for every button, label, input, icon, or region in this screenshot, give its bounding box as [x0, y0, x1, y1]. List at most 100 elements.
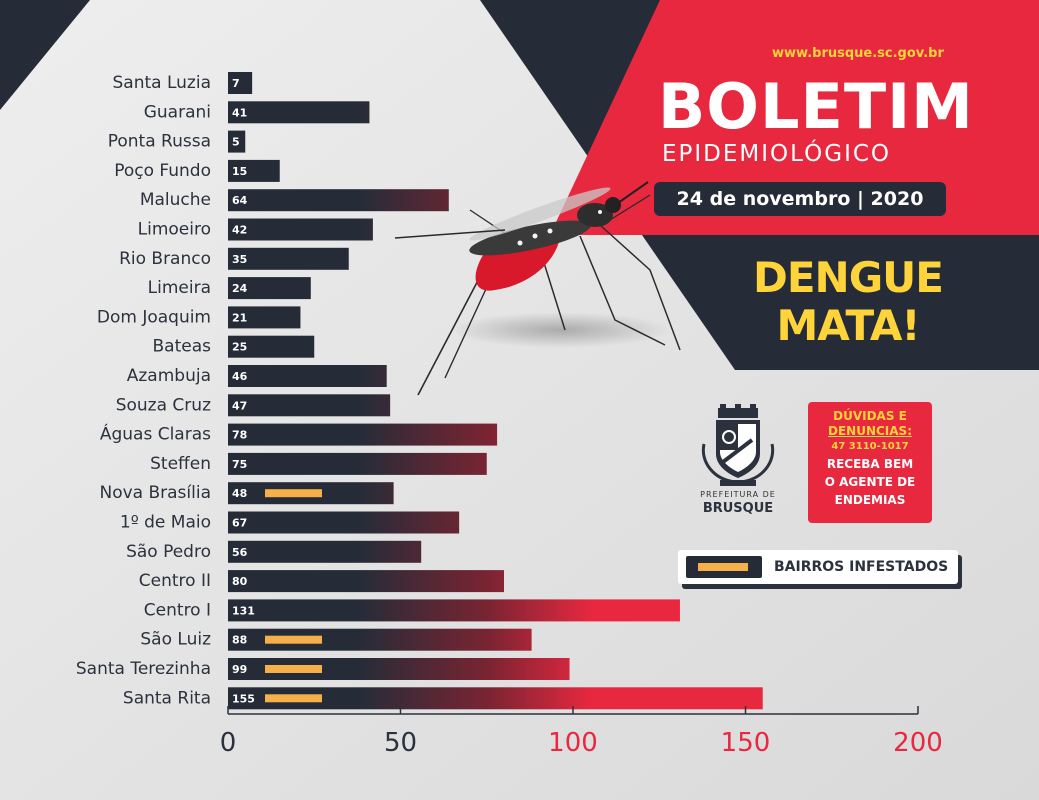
category-label-guarani: Guarani: [144, 102, 211, 122]
value-label-santa-terezinha: 99: [232, 663, 247, 676]
contact-phone[interactable]: 47 3110-1017: [831, 441, 909, 452]
x-tick-label-50: 50: [384, 728, 417, 758]
value-label-dom-joaquim: 21: [232, 311, 247, 324]
category-label-steffen: Steffen: [150, 454, 211, 474]
value-label-limoeiro: 42: [232, 224, 247, 237]
category-label-santa-terezinha: Santa Terezinha: [76, 659, 211, 679]
value-label-sao-pedro: 56: [232, 546, 248, 559]
bar-1-de-maio: [228, 511, 460, 534]
bar-sao-luiz: [228, 628, 532, 651]
infested-marker-sao-luiz: [265, 635, 322, 644]
value-label-centro-i: 131: [232, 604, 255, 617]
bar-dom-joaquim: [228, 306, 301, 329]
bar-maluche: [228, 189, 449, 212]
bulletin-subtitle: EPIDEMIOLÓGICO: [662, 141, 892, 167]
value-label-rio-branco: 35: [232, 253, 247, 266]
contact-box: DÚVIDAS E DENUNCIAS: 47 3110-1017 RECEBA…: [808, 402, 932, 523]
date-badge: 24 de novembro | 2020: [654, 182, 946, 216]
category-label-santa-luzia: Santa Luzia: [113, 73, 211, 93]
category-label-rio-branco: Rio Branco: [119, 249, 211, 269]
corner-triangle-left: [0, 0, 90, 110]
category-label-1-de-maio: 1º de Maio: [120, 513, 211, 533]
contact-line-1: DÚVIDAS E: [833, 409, 907, 423]
bar-centro-i: [228, 599, 680, 622]
value-label-bateas: 25: [232, 341, 247, 354]
bar-azambuja: [228, 365, 387, 387]
value-label-ponta-russa: 5: [232, 136, 240, 149]
category-label-souza-cruz: Souza Cruz: [116, 395, 211, 415]
category-label-bateas: Bateas: [153, 337, 212, 357]
category-label-limeira: Limeira: [148, 278, 211, 298]
bar-santa-terezinha: [228, 658, 570, 680]
bar-chart: Santa Luzia 7 Guarani 41 Ponta Russa 5 Poço Fu…: [76, 72, 943, 758]
bar-santa-luzia: [228, 72, 253, 94]
value-label-centro-ii: 80: [232, 575, 248, 588]
legend-bar-swatch: [686, 556, 762, 578]
bar-limeira: [228, 277, 311, 300]
value-label-azambuja: 46: [232, 370, 248, 383]
contact-line-5: O AGENTE DE: [824, 475, 916, 489]
value-label-1-de-maio: 67: [232, 517, 247, 530]
bar-steffen: [228, 452, 487, 475]
bar-rio-branco: [228, 247, 349, 270]
value-label-steffen: 75: [232, 458, 247, 471]
x-tick-label-200: 200: [893, 728, 943, 758]
category-label-azambuja: Azambuja: [127, 366, 211, 386]
category-label-centro-i: Centro I: [144, 600, 211, 620]
legend-infested-marker: [698, 563, 748, 571]
chart-legend: BAIRROS INFESTADOS: [678, 550, 958, 584]
slogan-line-1: DENGUE: [753, 253, 944, 302]
value-label-guarani: 41: [232, 106, 247, 119]
category-label-nova-brasilia: Nova Brasília: [99, 483, 211, 503]
infested-marker-santa-rita: [265, 694, 322, 703]
logo-text-line-2: BRUSQUE: [702, 501, 774, 516]
contact-line-2: DENUNCIAS:: [828, 424, 912, 438]
category-label-dom-joaquim: Dom Joaquim: [97, 307, 211, 327]
value-label-nova-brasilia: 48: [232, 487, 247, 500]
website-url[interactable]: www.brusque.sc.gov.br: [772, 46, 944, 61]
contact-line-4: RECEBA BEM: [826, 457, 914, 471]
bar-guarani: [228, 101, 370, 124]
bar-aguas-claras: [228, 423, 498, 446]
bar-ponta-russa: [228, 130, 246, 153]
category-label-poco-fundo: Poço Fundo: [114, 161, 211, 181]
header-red-panel: [550, 0, 1039, 235]
category-label-maluche: Maluche: [140, 190, 211, 210]
value-label-maluche: 64: [232, 194, 248, 207]
city-logo: PREFEITURA DE BRUSQUE: [690, 404, 786, 520]
infested-marker-santa-terezinha: [265, 665, 322, 673]
bar-sao-pedro: [228, 540, 422, 563]
bar-souza-cruz: [228, 394, 391, 417]
category-label-aguas-claras: Águas Claras: [100, 423, 211, 445]
infested-marker-nova-brasilia: [265, 489, 322, 498]
x-tick-label-0: 0: [220, 728, 237, 758]
category-label-sao-luiz: São Luiz: [140, 630, 211, 650]
category-label-limoeiro: Limoeiro: [138, 220, 211, 240]
category-label-sao-pedro: São Pedro: [126, 542, 211, 562]
city-coat-of-arms-icon: [701, 404, 775, 486]
slogan: DENGUE MATA!: [748, 254, 948, 350]
x-tick-label-150: 150: [721, 728, 771, 758]
value-label-limeira: 24: [232, 282, 248, 295]
category-label-santa-rita: Santa Rita: [123, 688, 211, 708]
bar-limoeiro: [228, 218, 373, 241]
bar-centro-ii: [228, 570, 504, 593]
bulletin-title: BOLETIM: [658, 70, 974, 143]
value-label-santa-luzia: 7: [232, 77, 240, 90]
legend-label: BAIRROS INFESTADOS: [774, 559, 949, 575]
value-label-souza-cruz: 47: [232, 399, 247, 412]
mosquito-image: [394, 181, 681, 396]
bar-poco-fundo: [228, 159, 280, 182]
bar-bateas: [228, 335, 315, 358]
value-label-santa-rita: 155: [232, 692, 255, 705]
x-tick-label-100: 100: [548, 728, 598, 758]
slogan-line-2: MATA!: [776, 301, 920, 350]
value-label-sao-luiz: 88: [232, 634, 247, 647]
value-label-poco-fundo: 15: [232, 165, 247, 178]
category-label-ponta-russa: Ponta Russa: [108, 132, 211, 152]
contact-line-6: ENDEMIAS: [834, 493, 906, 507]
logo-text-line-1: PREFEITURA DE: [700, 490, 776, 499]
value-label-aguas-claras: 78: [232, 429, 247, 442]
bar-santa-rita: [228, 687, 763, 710]
category-label-centro-ii: Centro II: [139, 571, 211, 591]
